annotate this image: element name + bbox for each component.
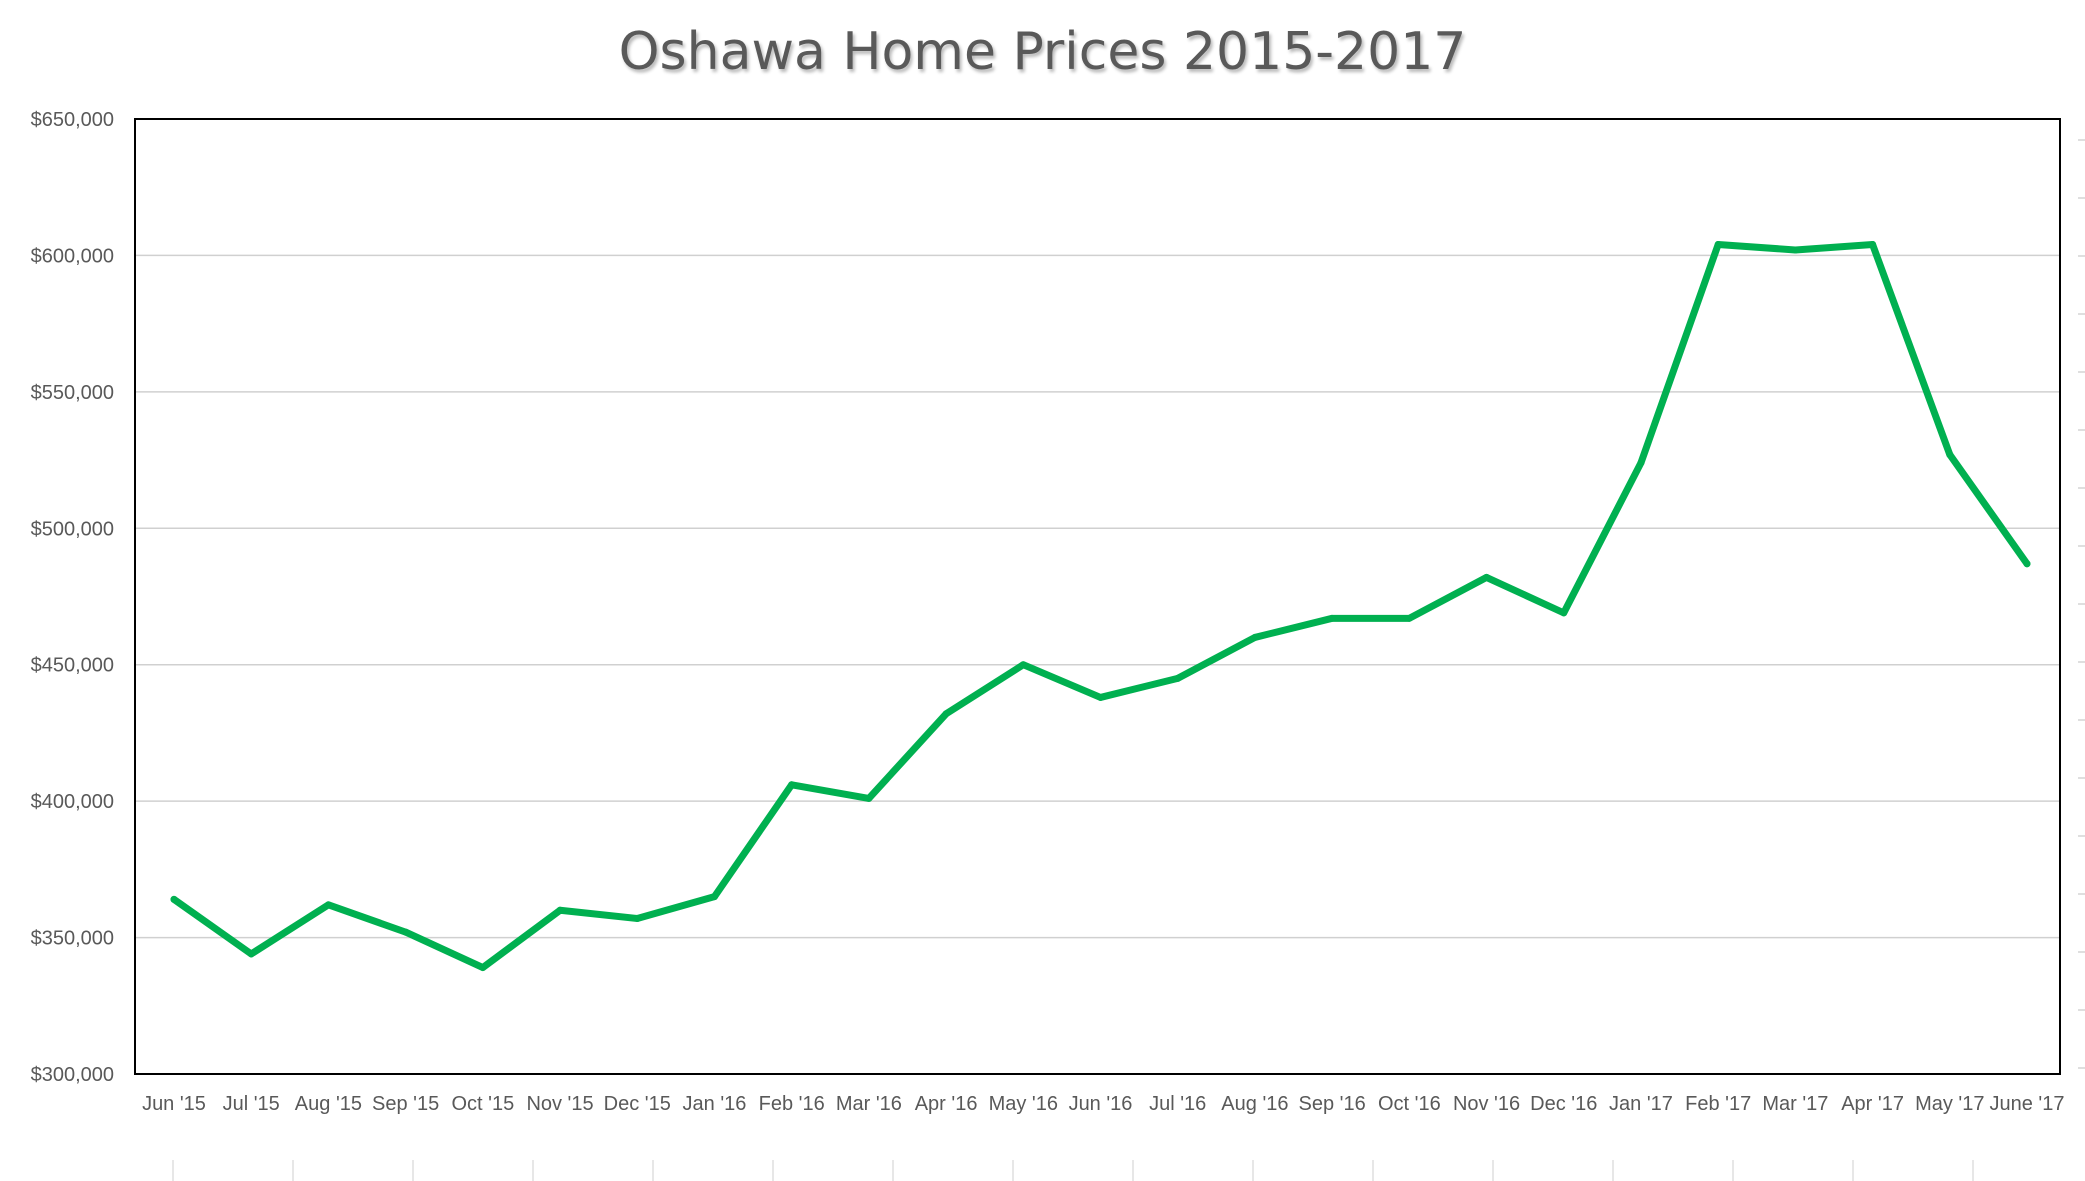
y-tick-label: $500,000 bbox=[31, 518, 114, 540]
series-line bbox=[170, 241, 2031, 972]
x-tick-label: Oct '15 bbox=[451, 1093, 514, 1115]
plot-area-border bbox=[134, 118, 2061, 1075]
data-point bbox=[247, 950, 255, 958]
x-tick-label: Sep '15 bbox=[372, 1093, 439, 1115]
x-tick-label: Feb '17 bbox=[1685, 1093, 1751, 1115]
data-point bbox=[1405, 614, 1413, 622]
data-point bbox=[1560, 609, 1568, 617]
data-point bbox=[1174, 674, 1182, 682]
y-tick-label: $450,000 bbox=[31, 655, 114, 677]
data-point bbox=[1251, 633, 1259, 641]
y-tick-label: $550,000 bbox=[31, 382, 114, 404]
table-divider-marks bbox=[172, 139, 2085, 1181]
data-point bbox=[710, 893, 718, 901]
data-point bbox=[170, 895, 178, 903]
y-axis-tick-labels: $300,000 $350,000 $400,000 $450,000 $500,000… bbox=[31, 109, 114, 1086]
chart-title: Oshawa Home Prices 2015-2017 bbox=[618, 22, 1467, 82]
x-axis-tick-labels: Jun '15 Jul '15 Aug '15 Sep '15 Oct '15 Nov '… bbox=[142, 1093, 2064, 1115]
data-point bbox=[1946, 451, 1954, 459]
x-tick-label: May '17 bbox=[1915, 1093, 1984, 1115]
data-point bbox=[402, 928, 410, 936]
x-tick-label: Oct '16 bbox=[1378, 1093, 1441, 1115]
data-point bbox=[324, 901, 332, 909]
data-point bbox=[1097, 693, 1104, 701]
x-tick-label: Jul '15 bbox=[223, 1093, 280, 1115]
x-tick-label: Apr '17 bbox=[1841, 1093, 1904, 1115]
x-tick-label: Feb '16 bbox=[759, 1093, 825, 1115]
data-point bbox=[633, 914, 641, 922]
series-layer bbox=[170, 241, 2031, 972]
x-tick-label: Mar '16 bbox=[836, 1093, 902, 1115]
data-point bbox=[1637, 459, 1645, 467]
x-tick-label: Dec '16 bbox=[1530, 1093, 1597, 1115]
x-tick-label: Jun '16 bbox=[1069, 1093, 1133, 1115]
x-tick-label: Nov '15 bbox=[526, 1093, 593, 1115]
x-tick-label: Nov '16 bbox=[1453, 1093, 1520, 1115]
y-tick-label: $600,000 bbox=[31, 245, 114, 267]
y-tick-label: $350,000 bbox=[31, 928, 114, 950]
x-tick-label: Sep '16 bbox=[1299, 1093, 1366, 1115]
data-point bbox=[1019, 661, 1027, 669]
x-tick-label: June '17 bbox=[1990, 1093, 2065, 1115]
data-point bbox=[788, 781, 796, 789]
x-tick-label: Aug '16 bbox=[1221, 1093, 1288, 1115]
x-tick-label: Dec '15 bbox=[604, 1093, 671, 1115]
data-point bbox=[556, 906, 564, 914]
data-point bbox=[1328, 614, 1336, 622]
x-tick-label: Mar '17 bbox=[1762, 1093, 1828, 1115]
data-point bbox=[2023, 560, 2031, 568]
x-tick-label: Apr '16 bbox=[915, 1093, 978, 1115]
gridlines bbox=[135, 254, 2060, 939]
x-tick-label: Jan '17 bbox=[1609, 1093, 1673, 1115]
x-tick-label: Jun '15 bbox=[142, 1093, 206, 1115]
data-point bbox=[942, 710, 950, 718]
x-tick-label: May '16 bbox=[989, 1093, 1058, 1115]
data-point bbox=[1483, 573, 1491, 581]
x-tick-label: Jan '16 bbox=[683, 1093, 747, 1115]
x-tick-label: Aug '15 bbox=[295, 1093, 362, 1115]
data-point bbox=[479, 964, 487, 972]
y-tick-label: $300,000 bbox=[31, 1064, 114, 1086]
data-point bbox=[1869, 241, 1877, 249]
data-point bbox=[865, 794, 873, 802]
y-tick-label: $650,000 bbox=[31, 109, 114, 131]
x-tick-label: Jul '16 bbox=[1149, 1093, 1206, 1115]
data-point bbox=[1714, 241, 1722, 249]
y-tick-label: $400,000 bbox=[31, 791, 114, 813]
data-point bbox=[1791, 246, 1799, 254]
